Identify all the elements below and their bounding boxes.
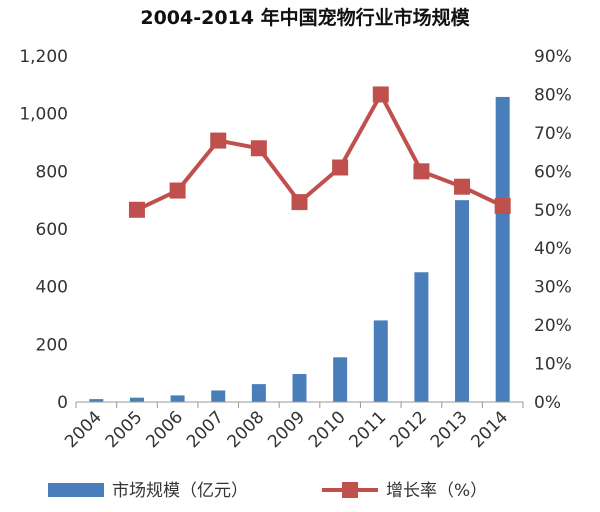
x-axis: 2004200520062007200820092010201120122013… — [61, 401, 524, 452]
x-tick-label: 2009 — [264, 407, 309, 452]
right-tick-label: 80% — [534, 85, 572, 105]
bar-2013 — [455, 200, 470, 402]
x-tick-label: 2011 — [346, 407, 391, 452]
left-tick-label: 0 — [57, 393, 68, 413]
left-axis: 0 200 400 600 800 1,000 1,200 — [19, 47, 68, 413]
legend-bar-label: 市场规模（亿元） — [112, 481, 248, 501]
bar-2008 — [251, 384, 266, 402]
x-tick-label: 2006 — [142, 407, 187, 452]
right-tick-label: 30% — [534, 278, 572, 298]
growth-marker-2009 — [291, 194, 308, 211]
bar-series — [89, 96, 510, 403]
right-tick-label: 70% — [534, 124, 572, 144]
x-tick-label: 2005 — [102, 407, 147, 452]
x-tick-label: 2007 — [183, 407, 228, 452]
bar-2007 — [211, 390, 226, 402]
legend: 市场规模（亿元） 增长率（%） — [48, 481, 487, 501]
x-tick-label: 2008 — [224, 407, 269, 452]
right-axis: 0% 10% 20% 30% 40% 50% 60% 70% 80% 90% — [534, 47, 572, 413]
bar-2011 — [373, 320, 388, 402]
bar-2006 — [170, 395, 185, 402]
left-tick-label: 1,000 — [19, 105, 68, 125]
growth-marker-2006 — [169, 182, 186, 199]
left-tick-label: 1,200 — [19, 47, 68, 67]
growth-marker-2013 — [454, 178, 471, 195]
chart-title: 2004-2014 年中国宠物行业市场规模 — [140, 6, 470, 29]
bar-2012 — [414, 272, 429, 402]
right-tick-label: 90% — [534, 47, 572, 67]
growth-marker-2012 — [413, 163, 430, 180]
growth-marker-2008 — [250, 140, 267, 157]
legend-line-label: 增长率（%） — [386, 481, 487, 501]
legend-line-marker — [342, 482, 358, 498]
growth-marker-2011 — [372, 86, 389, 103]
left-tick-label: 800 — [36, 162, 68, 182]
left-tick-label: 600 — [36, 220, 68, 240]
bar-2009 — [292, 374, 307, 402]
x-tick-label: 2013 — [427, 407, 472, 452]
growth-marker-2010 — [332, 159, 349, 176]
bar-2005 — [129, 397, 144, 402]
growth-rate-line — [136, 92, 504, 212]
right-tick-label: 40% — [534, 239, 572, 259]
legend-bar-swatch — [48, 483, 104, 497]
growth-marker-2014 — [494, 197, 511, 214]
bar-2014 — [495, 96, 510, 403]
right-tick-label: 0% — [534, 393, 561, 413]
right-tick-label: 50% — [534, 201, 572, 221]
right-tick-label: 10% — [534, 355, 572, 375]
x-tick-label: 2014 — [467, 407, 512, 452]
left-tick-label: 200 — [36, 335, 68, 355]
x-tick-label: 2012 — [386, 407, 431, 452]
bar-2004 — [89, 399, 104, 402]
growth-marker-2007 — [210, 132, 227, 149]
x-tick-label: 2004 — [61, 407, 106, 452]
x-tick-label: 2010 — [305, 407, 350, 452]
right-tick-label: 20% — [534, 316, 572, 336]
line-series — [128, 86, 511, 218]
left-tick-label: 400 — [36, 278, 68, 298]
bar-2010 — [333, 357, 348, 402]
growth-marker-2005 — [128, 201, 145, 218]
right-tick-label: 60% — [534, 162, 572, 182]
